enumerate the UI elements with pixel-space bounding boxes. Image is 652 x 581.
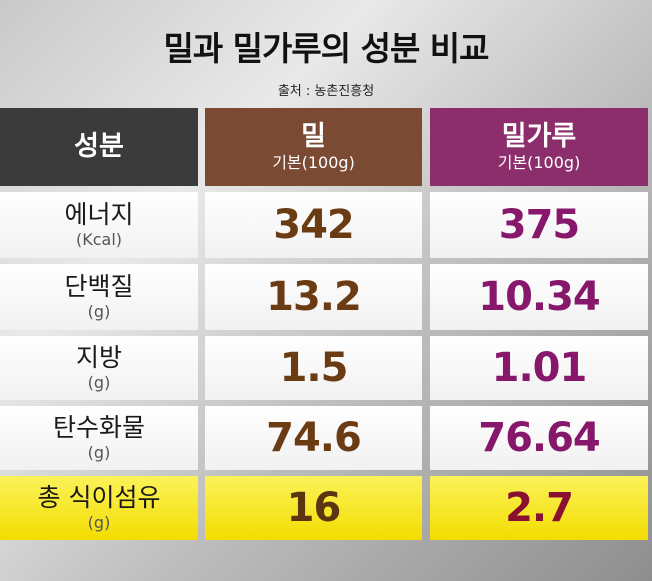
flour-value: 2.7: [505, 485, 574, 531]
wheat-cell: 1.5: [205, 336, 422, 400]
header-sub: 기본(100g): [272, 153, 355, 172]
header-cell: 밀 기본(100g): [205, 108, 422, 186]
wheat-value: 1.5: [279, 345, 349, 391]
nutrient-unit: (g): [87, 443, 111, 462]
nutrient-unit: (g): [87, 373, 111, 392]
flour-cell: 2.7: [430, 476, 648, 540]
label-cell: 총 식이섬유 (g): [0, 476, 198, 540]
header-cell: 밀가루 기본(100g): [430, 108, 648, 186]
table-row: 총 식이섬유 (g) 16 2.7: [0, 476, 652, 540]
flour-cell: 1.01: [430, 336, 648, 400]
nutrient-name: 지방: [75, 343, 122, 372]
nutrient-name: 단백질: [64, 272, 134, 301]
header-sub: 기본(100g): [497, 153, 581, 172]
table-row: 탄수화물 (g) 74.6 76.64: [0, 406, 652, 470]
table-row: 지방 (g) 1.5 1.01: [0, 336, 652, 400]
header-label: 성분: [74, 131, 124, 162]
flour-value: 1.01: [491, 345, 588, 391]
wheat-cell: 16: [205, 476, 422, 540]
wheat-cell: 342: [205, 192, 422, 258]
nutrient-unit: (g): [87, 513, 111, 532]
table-row: 단백질 (g) 13.2 10.34: [0, 264, 652, 330]
nutrient-name: 에너지: [64, 200, 134, 229]
header-cell: 성분: [0, 108, 198, 186]
wheat-cell: 13.2: [205, 264, 422, 330]
label-cell: 단백질 (g): [0, 264, 198, 330]
header-label: 밀: [301, 121, 326, 152]
wheat-value: 13.2: [266, 274, 362, 320]
wheat-value: 16: [286, 485, 342, 531]
flour-cell: 375: [430, 192, 648, 258]
nutrient-name: 총 식이섬유: [37, 483, 161, 512]
table-row: 에너지 (Kcal) 342 375: [0, 192, 652, 258]
source: 출처 : 농촌진흥청: [277, 84, 375, 99]
flour-value: 76.64: [478, 415, 601, 461]
flour-value: 10.34: [478, 274, 601, 320]
header-label: 밀가루: [501, 121, 577, 152]
wheat-value: 342: [273, 202, 354, 248]
flour-value: 375: [498, 202, 580, 248]
nutrient-unit: (g): [87, 302, 111, 321]
wheat-cell: 74.6: [205, 406, 422, 470]
flour-cell: 76.64: [430, 406, 648, 470]
label-cell: 지방 (g): [0, 336, 198, 400]
label-cell: 탄수화물 (g): [0, 406, 198, 470]
nutrient-name: 탄수화물: [52, 413, 145, 442]
wheat-value: 74.6: [266, 415, 362, 461]
header-row: 성분 밀 기본(100g) 밀가루 기본(100g): [0, 108, 652, 186]
nutrient-unit: (Kcal): [75, 230, 123, 249]
title: 밀과 밀가루의 성분 비교: [163, 29, 489, 68]
flour-cell: 10.34: [430, 264, 648, 330]
label-cell: 에너지 (Kcal): [0, 192, 198, 258]
